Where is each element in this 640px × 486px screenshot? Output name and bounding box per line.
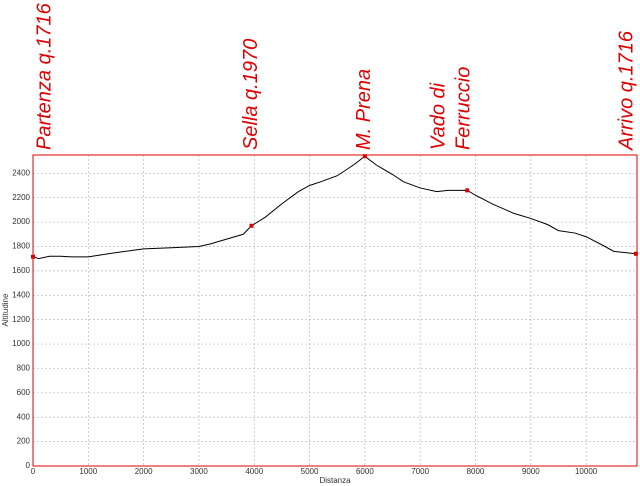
x-tick-label: 9000 <box>522 467 540 476</box>
y-tick-label: 2400 <box>12 168 30 177</box>
x-tick-label: 1000 <box>79 467 97 476</box>
waypoint-label: Arrivo q.1716 <box>615 30 637 151</box>
x-tick-label: 8000 <box>467 467 485 476</box>
y-tick-label: 1200 <box>12 315 30 324</box>
x-tick-label: 2000 <box>135 467 153 476</box>
x-tick-label: 4000 <box>245 467 263 476</box>
waypoint-marker <box>249 223 254 228</box>
y-tick-label: 0 <box>26 461 31 470</box>
x-tick-label: 7000 <box>411 467 429 476</box>
y-tick-label: 1000 <box>12 339 30 348</box>
y-tick-label: 400 <box>17 412 31 421</box>
y-tick-label: 2000 <box>12 217 30 226</box>
waypoint-label: Sella q.1970 <box>240 39 262 150</box>
y-tick-label: 200 <box>17 437 31 446</box>
waypoint-marker <box>465 188 470 193</box>
waypoint-marker <box>633 251 638 256</box>
x-tick-label: 0 <box>31 467 36 476</box>
x-tick-label: 3000 <box>190 467 208 476</box>
waypoint-marker <box>362 154 367 159</box>
waypoint-label: Partenza q.1716 <box>33 2 55 150</box>
waypoint-marker <box>31 254 35 259</box>
waypoint-label: Ferruccio <box>452 67 474 150</box>
y-axis-label: Altitudine <box>1 293 10 326</box>
y-tick-label: 2200 <box>12 193 30 202</box>
y-tick-label: 600 <box>17 388 31 397</box>
x-tick-label: 10000 <box>575 467 598 476</box>
waypoint-label: M. Prena <box>353 69 375 150</box>
profile-line <box>32 155 636 260</box>
y-tick-label: 1600 <box>12 266 30 275</box>
x-tick-label: 6000 <box>356 467 374 476</box>
x-tick-label: 5000 <box>301 467 319 476</box>
x-axis-label: Distanza <box>319 476 351 485</box>
plot-frame <box>32 154 638 467</box>
waypoint-label: Vado di <box>427 82 449 150</box>
y-tick-label: 1400 <box>12 290 30 299</box>
y-tick-label: 800 <box>17 364 31 373</box>
y-tick-label: 1800 <box>12 242 30 251</box>
